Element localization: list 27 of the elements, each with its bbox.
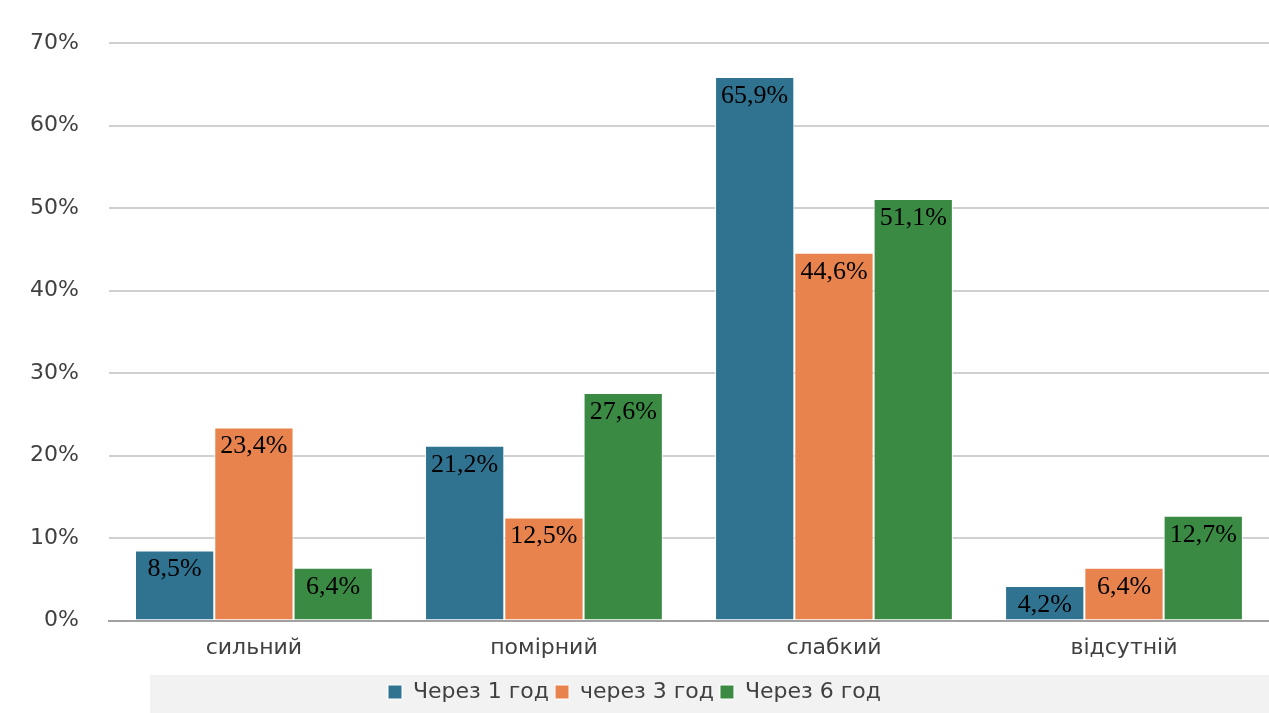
x-tick-label: слабкий <box>786 633 882 659</box>
data-label: 8,5% <box>147 553 202 583</box>
legend-label: Через 6 год <box>744 677 881 703</box>
y-tick-label: 20% <box>29 441 79 467</box>
data-label: 21,2% <box>431 448 499 478</box>
data-label: 51,1% <box>879 201 947 231</box>
y-tick-label: 70% <box>29 28 79 54</box>
data-label: 12,7% <box>1169 518 1237 548</box>
data-label: 6,4% <box>1096 570 1152 600</box>
y-tick-label: 60% <box>29 111 79 137</box>
y-tick-label: 10% <box>29 523 79 549</box>
y-tick-label: 40% <box>29 276 79 302</box>
data-label: 65,9% <box>721 79 789 109</box>
legend-label: Через 1 год <box>413 677 550 703</box>
data-label: 4,2% <box>1017 588 1072 618</box>
x-tick-label: сильний <box>205 633 303 659</box>
y-tick-label: 50% <box>29 193 79 219</box>
x-tick-label: помірний <box>490 633 598 659</box>
y-tick-label: 30% <box>29 358 79 384</box>
legend-label: через 3 год <box>580 677 714 703</box>
data-label: 12,5% <box>510 520 578 550</box>
data-label: 6,4% <box>306 570 361 600</box>
y-tick-label: 0% <box>43 606 79 632</box>
data-label: 23,4% <box>220 430 288 460</box>
x-tick-label: відсутній <box>1070 633 1178 659</box>
data-label: 44,6% <box>800 255 868 285</box>
data-label: 27,6% <box>589 395 657 425</box>
